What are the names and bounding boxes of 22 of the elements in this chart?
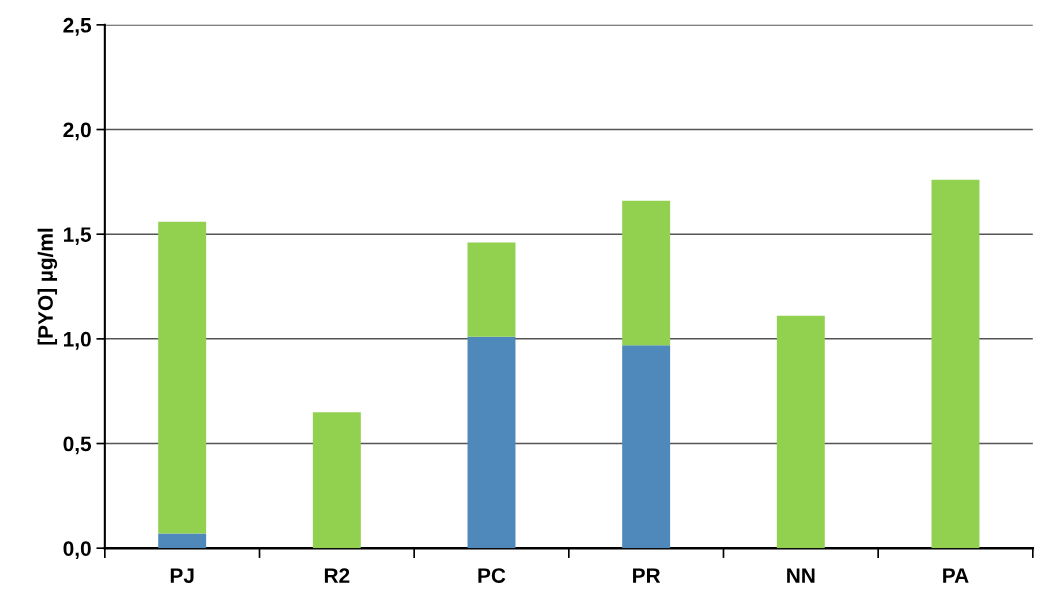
x-tick-label: PJ bbox=[170, 568, 194, 583]
y-tick-label: 2,5 bbox=[63, 17, 92, 36]
x-tick-label: PC bbox=[478, 568, 506, 583]
x-tick-label: NN bbox=[787, 568, 815, 583]
bar bbox=[467, 336, 516, 549]
y-tick-label: 0,5 bbox=[63, 436, 92, 455]
y-tick-label: 1,0 bbox=[64, 331, 91, 350]
bar bbox=[158, 533, 207, 549]
bar bbox=[467, 242, 516, 337]
y-axis-title: [PYO] µg/ml bbox=[37, 228, 58, 345]
bar bbox=[931, 179, 980, 549]
bar bbox=[776, 315, 825, 549]
y-tick-label: 2,0 bbox=[63, 122, 91, 141]
bar bbox=[158, 221, 207, 534]
y-tick-label: 0,0 bbox=[63, 541, 91, 559]
x-tick-label: R2 bbox=[324, 568, 350, 583]
x-tick-label: PA bbox=[943, 568, 969, 583]
x-tick-label: PR bbox=[633, 568, 661, 583]
bar bbox=[622, 345, 671, 549]
bar bbox=[312, 412, 361, 549]
bar bbox=[622, 200, 671, 346]
y-tick-label: 1,5 bbox=[64, 227, 92, 245]
